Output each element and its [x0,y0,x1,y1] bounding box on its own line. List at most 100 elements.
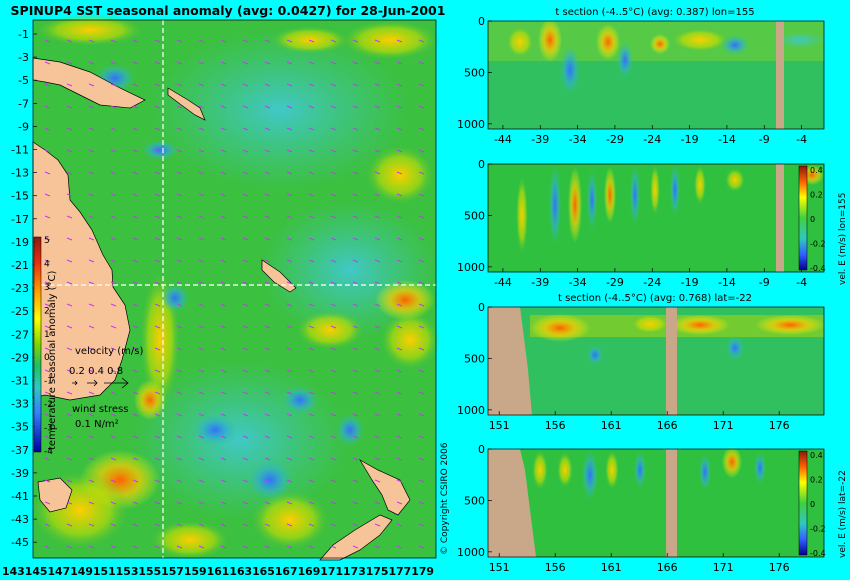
wind-arrow [352,149,359,153]
wind-arrow [308,391,315,395]
wind-arrow [132,479,139,483]
panel-y-tick-label: 500 [464,209,485,222]
wind-arrow [330,325,337,329]
wind-arrow [88,193,95,197]
wind-arrow [88,501,95,505]
velocity-legend-title: velocity (m/s) [75,346,143,357]
wind-arrow [88,325,95,329]
wind-arrow [220,215,227,219]
panel-colorbar-tick-label: 0 [810,215,815,224]
wind-arrow [154,479,161,483]
wind-arrow [352,303,359,307]
wind-arrow [44,457,51,461]
wind-arrow [198,61,205,65]
wind-arrow [418,391,425,395]
wind-arrow [44,435,51,439]
wind-arrow [198,457,205,461]
wind-arrow [220,193,227,197]
panel-colorbar-tick-label: -0.4 [810,549,826,558]
wind-arrow [110,237,117,241]
panel-x-tick-label: -29 [606,133,624,146]
wind-arrow [330,193,337,197]
wind-arrow [132,303,139,307]
wind-arrow [264,105,271,109]
wind-arrow [396,347,403,351]
wind-arrow [154,413,161,417]
wind-arrow [66,259,73,263]
wind-arrow [176,281,183,285]
wind-arrow [198,83,205,87]
wind-arrow [352,391,359,395]
wind-arrow [242,347,249,351]
wind-arrow [286,61,293,65]
wind-arrow [352,61,359,65]
wind-arrow [132,347,139,351]
colorbar-tick-label: 1 [44,330,50,340]
wind-arrow [110,215,117,219]
map-y-tick-label: -3 [18,51,29,64]
wind-arrow [286,325,293,329]
wind-arrow [66,523,73,527]
wind-arrow [264,479,271,483]
wind-arrow [396,193,403,197]
wind-arrow [396,83,403,87]
wind-arrow [66,83,73,87]
wind-arrow [308,215,315,219]
wind-arrow [242,457,249,461]
new-guinea-land [32,57,146,109]
wind-arrow [176,61,183,65]
wind-arrow [352,479,359,483]
wind-arrow [110,193,117,197]
wind-arrow [308,303,315,307]
wind-arrow [330,127,337,131]
wind-arrow [132,39,139,43]
wind-arrow [110,149,117,153]
wind-arrow [286,303,293,307]
panel-x-tick-label: 161 [601,561,622,574]
wind-arrow [264,39,271,43]
wind-arrow [154,237,161,241]
map-y-tick-label: -17 [11,213,29,226]
wind-arrow [396,171,403,175]
wind-arrow [154,303,161,307]
wind-arrow [88,215,95,219]
wind-arrow [66,39,73,43]
wind-arrow [66,391,73,395]
panel-x-tick-label: -34 [569,276,587,289]
wind-arrow [242,369,249,373]
wind-arrow [308,259,315,263]
wind-arrow [220,479,227,483]
wind-arrow [308,325,315,329]
wind-arrow [176,215,183,219]
panel-temp-lon155: t section (-4..5°C) (avg: 0.387) lon=155 [487,7,825,130]
wind-arrow [352,237,359,241]
panel3-title: t section (-4..5°C) (avg: 0.768) lat=-22 [558,293,752,304]
wind-arrow [198,39,205,43]
wind-arrow [330,171,337,175]
wind-arrow [132,369,139,373]
panel-colorbar-tick-label: 0.2 [810,191,823,200]
wind-arrow [418,215,425,219]
wind-arrow [264,391,271,395]
panel-colorbar-tick-label: -0.4 [810,264,826,273]
wind-arrow [44,303,51,307]
wind-arrow [176,127,183,131]
wind-arrow [242,193,249,197]
panel-vel-lat-22: vel. E (m/s) lat=-22 [487,446,848,558]
wind-arrow [88,303,95,307]
wind-arrow [220,237,227,241]
wind-arrow [44,171,51,175]
wind-arrow [264,215,271,219]
wind-arrow [88,523,95,527]
wind-arrow [198,501,205,505]
wind-arrow [308,281,315,285]
wind-arrow [286,281,293,285]
wind-arrow [264,545,271,549]
wind-arrow [44,369,51,373]
wind-arrow [374,545,381,549]
wind-arrow [44,479,51,483]
wind-stress-arrows [44,39,425,549]
wind-arrow [286,149,293,153]
wind-arrow [330,347,337,351]
